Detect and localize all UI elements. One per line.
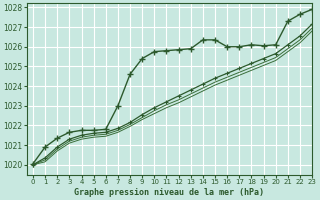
X-axis label: Graphe pression niveau de la mer (hPa): Graphe pression niveau de la mer (hPa) (75, 188, 265, 197)
